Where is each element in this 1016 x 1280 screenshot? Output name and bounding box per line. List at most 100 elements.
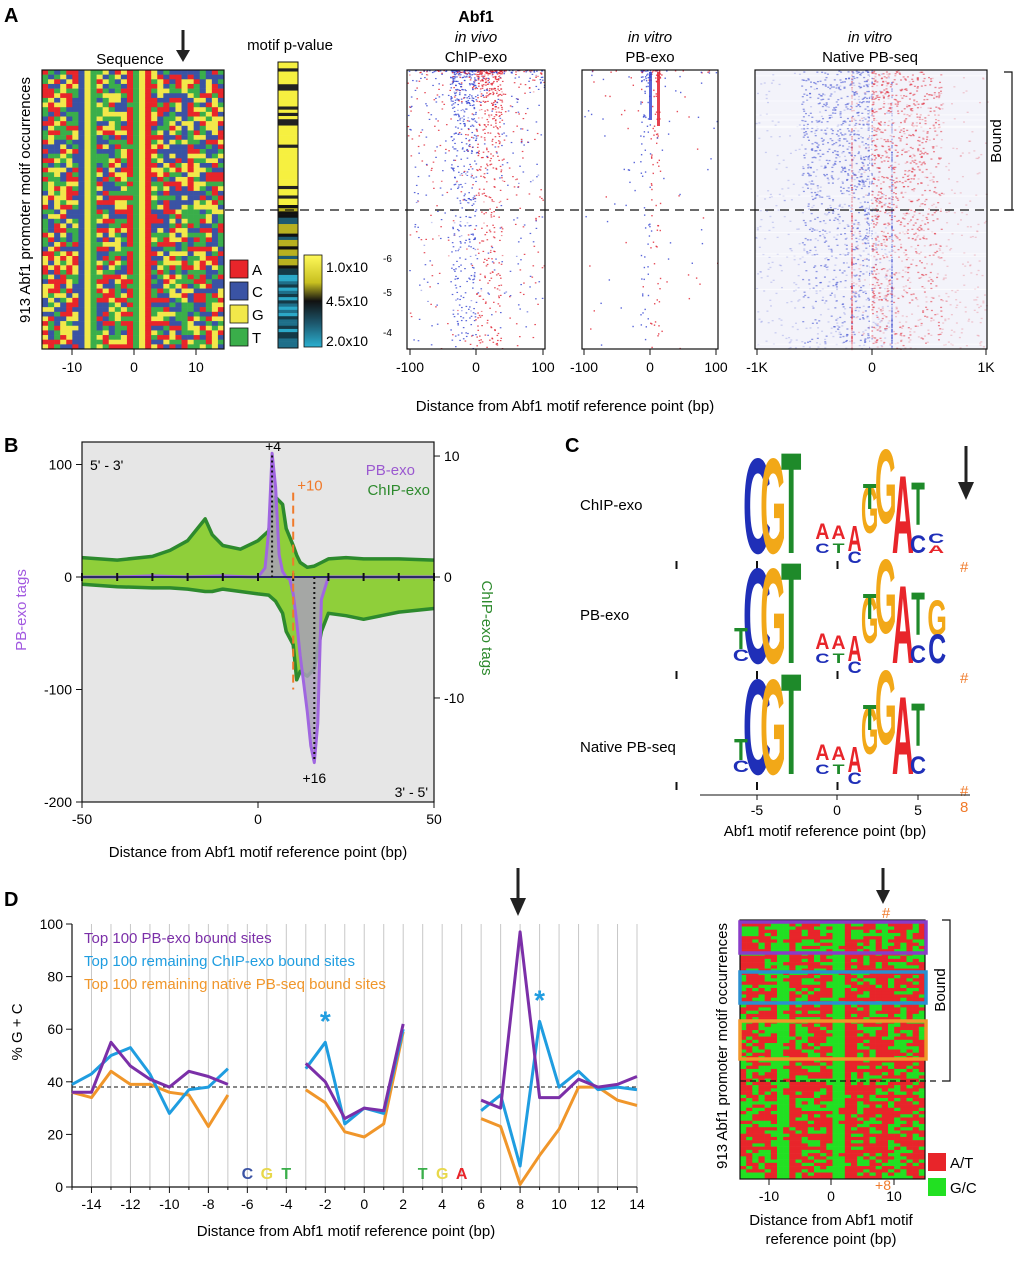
sequence-cell	[96, 107, 103, 113]
tag-mark	[500, 226, 503, 228]
tag-mark	[875, 248, 878, 250]
tag-mark	[640, 103, 642, 105]
tag-mark	[468, 139, 471, 141]
sequence-cell	[187, 335, 194, 340]
sequence-cell	[126, 297, 134, 303]
tag-mark	[708, 70, 711, 72]
sequence-cell	[145, 214, 152, 220]
sequence-cell	[199, 70, 207, 75]
sequence-cell	[96, 274, 103, 280]
pvalue-cell	[278, 303, 298, 307]
sequence-cell	[163, 102, 170, 108]
tag-mark	[640, 76, 643, 78]
tag-mark	[903, 335, 906, 337]
sequence-cell	[114, 297, 122, 303]
tag-mark	[957, 223, 960, 225]
sequence-cell	[187, 316, 194, 322]
tag-mark	[897, 310, 900, 312]
sequence-cell	[187, 321, 194, 327]
sequence-cell	[211, 218, 219, 224]
tag-mark	[494, 78, 497, 80]
tag-mark	[771, 320, 774, 322]
sequence-cell	[169, 283, 176, 289]
sequence-cell	[211, 283, 219, 289]
sequence-cell	[66, 297, 73, 303]
tag-mark	[452, 264, 455, 266]
sequence-cell	[163, 297, 170, 303]
tag-mark	[955, 306, 958, 309]
tag-mark	[807, 78, 810, 80]
tag-mark	[916, 87, 919, 89]
tag-mark	[485, 95, 488, 97]
tag-mark	[485, 181, 488, 183]
tag-mark	[492, 118, 494, 120]
tag-mark	[640, 135, 642, 137]
tag-mark	[640, 101, 642, 103]
sequence-cell	[169, 330, 176, 336]
tag-mark	[851, 219, 853, 221]
tag-mark	[930, 296, 933, 299]
tag-mark	[493, 237, 496, 239]
tag-mark	[824, 165, 827, 167]
tag-mark	[920, 251, 923, 253]
sequence-cell	[60, 325, 67, 331]
tag-mark	[471, 118, 473, 120]
tag-mark	[822, 98, 825, 101]
tag-mark	[851, 254, 853, 256]
tag-mark	[461, 100, 463, 103]
tag-mark	[851, 307, 853, 309]
tag-mark	[844, 254, 847, 256]
tag-mark	[479, 70, 482, 72]
sequence-cell	[217, 260, 225, 266]
tag-mark	[699, 283, 701, 285]
sequence-cell	[90, 339, 97, 345]
tag-mark	[921, 194, 924, 196]
tag-mark	[921, 141, 924, 144]
sequence-cell	[84, 339, 91, 345]
tag-mark	[496, 92, 498, 95]
tag-mark	[858, 180, 861, 182]
tag-mark	[496, 73, 499, 75]
tag-mark	[846, 178, 849, 181]
sequence-cell	[205, 256, 213, 261]
tag-mark	[468, 120, 471, 122]
tag-mark	[907, 327, 910, 329]
tag-mark	[454, 335, 457, 337]
tag-mark	[494, 287, 496, 289]
tag-mark	[529, 71, 532, 73]
tag-mark	[643, 114, 645, 116]
sequence-cell	[78, 195, 85, 201]
sequence-cell	[217, 311, 225, 317]
sequence-cell	[169, 176, 176, 182]
tag-mark	[961, 175, 964, 178]
tag-mark	[478, 123, 481, 125]
sequence-cell	[205, 232, 213, 238]
tag-mark	[889, 165, 892, 167]
pvalue-cell	[278, 144, 298, 149]
tag-mark	[466, 248, 468, 250]
sequence-cell	[108, 186, 116, 192]
tag-mark	[472, 88, 474, 91]
tag-mark	[851, 326, 853, 328]
pvalue-cell	[278, 112, 298, 117]
sequence-cell	[120, 176, 128, 182]
sequence-cell	[108, 107, 116, 113]
sequence-cell	[42, 256, 49, 261]
sequence-cell	[181, 302, 188, 308]
tag-mark	[467, 308, 470, 310]
sequence-cell	[48, 232, 55, 238]
tag-mark	[827, 86, 830, 88]
tag-mark	[452, 103, 455, 105]
tag-mark	[904, 79, 907, 81]
tag-mark	[468, 72, 471, 74]
tag-mark	[815, 292, 818, 295]
tag-mark	[978, 101, 981, 104]
tag-mark	[891, 160, 893, 162]
tag-mark	[468, 277, 470, 279]
tag-mark	[904, 255, 907, 257]
sequence-cell	[139, 153, 146, 159]
sequence-cell	[90, 335, 97, 340]
tag-mark	[890, 111, 893, 113]
tag-mark	[939, 245, 942, 247]
tag-mark	[831, 112, 834, 114]
